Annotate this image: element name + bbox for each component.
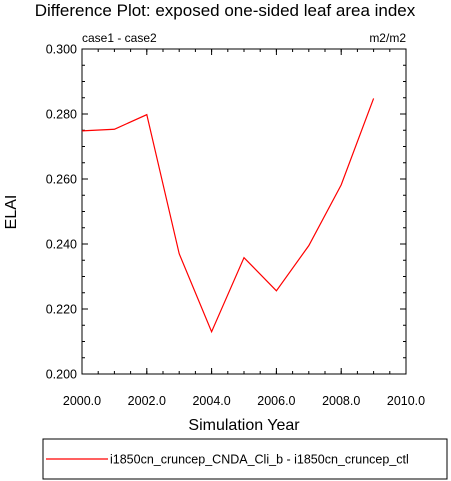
series-line-0 xyxy=(81,98,375,334)
legend xyxy=(42,438,448,480)
y-axis-ticks: 0.200 0.220 0.240 0.260 0.280 0.300 xyxy=(46,43,406,382)
y-axis-label: ELAI xyxy=(3,195,20,230)
chart-title: Difference Plot: exposed one-sided leaf … xyxy=(35,1,416,20)
y-tick-label: 0.220 xyxy=(46,303,77,317)
y-tick-label: 0.300 xyxy=(46,43,77,57)
chart-subtitle-left: case1 - case2 xyxy=(82,31,157,45)
x-tick-label: 2010.0 xyxy=(387,394,425,408)
legend-label: i1850cn_cruncep_CNDA_Cli_b - i1850cn_cru… xyxy=(110,453,409,467)
x-tick-label: 2006.0 xyxy=(257,394,295,408)
x-axis-ticks: 2000.0 2002.0 2004.0 2006.0 2008.0 2010.0 xyxy=(63,49,425,408)
x-tick-label: 2008.0 xyxy=(322,394,360,408)
x-tick-label: 2000.0 xyxy=(63,394,101,408)
y-tick-label: 0.240 xyxy=(46,238,77,252)
plot-area xyxy=(81,48,407,375)
y-tick-label: 0.200 xyxy=(46,368,77,382)
chart-units: m2/m2 xyxy=(369,31,406,45)
y-tick-label: 0.280 xyxy=(46,108,77,122)
x-axis-label: Simulation Year xyxy=(188,417,300,434)
x-tick-label: 2002.0 xyxy=(128,394,166,408)
legend-items: i1850cn_cruncep_CNDA_Cli_b - i1850cn_cru… xyxy=(46,453,409,467)
series-layer xyxy=(81,98,375,334)
y-tick-label: 0.260 xyxy=(46,173,77,187)
x-tick-label: 2004.0 xyxy=(192,394,230,408)
